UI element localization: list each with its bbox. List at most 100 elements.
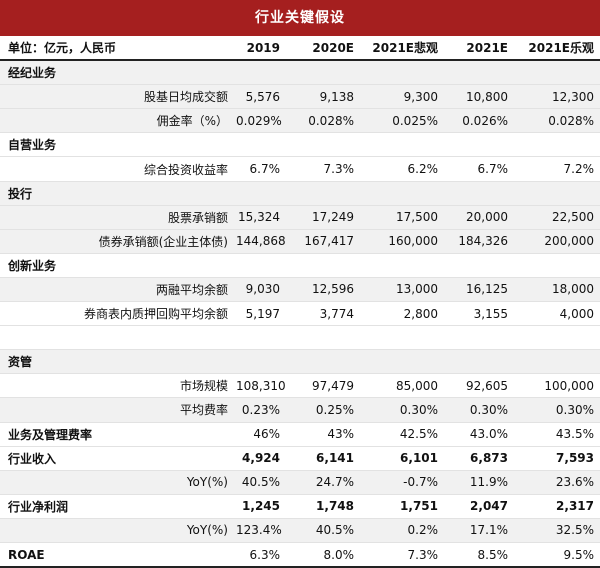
section-row: 经纪业务 [0, 60, 600, 86]
cell-value: 23.6% [514, 470, 600, 495]
cell-value: 5,576 [236, 84, 286, 110]
cell-value: 8.0% [286, 542, 360, 568]
cell-value [514, 181, 600, 206]
cell-value: 0.2% [360, 518, 444, 543]
header-row: 单位：亿元，人民币 2019 2020E 2021E悲观 2021E 2021E… [0, 36, 600, 62]
table-row: YoY(%) 123.4% 40.5% 0.2% 17.1% 32.5% [0, 518, 600, 543]
cell-value: 10,800 [444, 84, 514, 110]
cell-value: 6.7% [236, 156, 286, 182]
table-row: 平均费率 0.23% 0.25% 0.30% 0.30% 0.30% [0, 397, 600, 423]
table-row: 行业净利润 1,245 1,748 1,751 2,047 2,317 [0, 494, 600, 519]
cell-value: 1,748 [286, 494, 360, 519]
cell-value: 43.0% [444, 422, 514, 447]
table-row: 业务及管理费率 46% 43% 42.5% 43.0% 43.5% [0, 422, 600, 447]
cell-value: 12,300 [514, 84, 600, 110]
cell-value: 100,000 [514, 373, 600, 399]
section-row: 投行 [0, 181, 600, 206]
cell-value: 6.7% [444, 156, 514, 182]
cell-value [514, 132, 600, 158]
cell-value: 0.23% [236, 397, 286, 423]
cell-value: 9,138 [286, 84, 360, 110]
cell-value: 0.30% [444, 397, 514, 423]
cell-value: 6,873 [444, 446, 514, 471]
cell-value: 7,593 [514, 446, 600, 471]
table-row: 行业收入 4,924 6,141 6,101 6,873 7,593 [0, 446, 600, 471]
row-label: 投行 [0, 181, 236, 206]
cell-value [444, 325, 514, 351]
table-row: 债券承销额(企业主体债) 144,868 167,417 160,000 184,326… [0, 229, 600, 254]
cell-value: 2,047 [444, 494, 514, 519]
cell-value [444, 181, 514, 206]
row-label: 券商表内质押回购平均余额 [0, 301, 236, 327]
cell-value: 5,197 [236, 301, 286, 327]
cell-value [514, 325, 600, 351]
table-row [0, 325, 600, 351]
cell-value [444, 349, 514, 375]
cell-value: 17,249 [286, 205, 360, 230]
cell-value: 160,000 [360, 229, 444, 254]
cell-value: 13,000 [360, 277, 444, 303]
cell-value: 0.30% [360, 397, 444, 423]
cell-value [360, 60, 444, 86]
cell-value [286, 253, 360, 278]
cell-value: 40.5% [236, 470, 286, 495]
cell-value: 2,317 [514, 494, 600, 519]
row-label: 债券承销额(企业主体债) [0, 229, 236, 254]
cell-value: 17,500 [360, 205, 444, 230]
cell-value [444, 132, 514, 158]
cell-value [360, 132, 444, 158]
table-row: 股票承销额 15,324 17,249 17,500 20,000 22,500 [0, 205, 600, 230]
cell-value [360, 325, 444, 351]
header-2021e: 2021E [444, 36, 514, 62]
cell-value: 17.1% [444, 518, 514, 543]
section-row: 创新业务 [0, 253, 600, 278]
cell-value [360, 181, 444, 206]
row-label: 股票承销额 [0, 205, 236, 230]
cell-value: 6.3% [236, 542, 286, 568]
row-label: 创新业务 [0, 253, 236, 278]
table-title: 行业关键假设 [0, 0, 600, 36]
cell-value [514, 253, 600, 278]
table-row: 券商表内质押回购平均余额 5,197 3,774 2,800 3,155 4,000 [0, 301, 600, 327]
cell-value [514, 349, 600, 375]
cell-value: -0.7% [360, 470, 444, 495]
cell-value [444, 253, 514, 278]
cell-value [286, 181, 360, 206]
cell-value: 0.029% [236, 108, 286, 134]
cell-value: 18,000 [514, 277, 600, 303]
cell-value [286, 349, 360, 375]
cell-value [286, 132, 360, 158]
header-2020e: 2020E [286, 36, 360, 62]
row-label: 平均费率 [0, 397, 236, 423]
cell-value: 0.028% [286, 108, 360, 134]
cell-value: 97,479 [286, 373, 360, 399]
cell-value [444, 60, 514, 86]
cell-value: 12,596 [286, 277, 360, 303]
cell-value: 123.4% [236, 518, 286, 543]
cell-value: 2,800 [360, 301, 444, 327]
cell-value: 0.025% [360, 108, 444, 134]
cell-value: 200,000 [514, 229, 600, 254]
cell-value: 43% [286, 422, 360, 447]
assumptions-table: 单位：亿元，人民币 2019 2020E 2021E悲观 2021E 2021E… [0, 36, 600, 568]
cell-value: 32.5% [514, 518, 600, 543]
row-label: 资管 [0, 349, 236, 375]
table-row: ROAE 6.3% 8.0% 7.3% 8.5% 9.5% [0, 542, 600, 568]
cell-value [514, 60, 600, 86]
cell-value: 20,000 [444, 205, 514, 230]
cell-value: 6,141 [286, 446, 360, 471]
row-label: 股基日均成交额 [0, 84, 236, 110]
table-row: 市场规模 108,310 97,479 85,000 92,605 100,000 [0, 373, 600, 399]
cell-value: 6,101 [360, 446, 444, 471]
section-row: 自营业务 [0, 132, 600, 158]
cell-value: 92,605 [444, 373, 514, 399]
table-row: 股基日均成交额 5,576 9,138 9,300 10,800 12,300 [0, 84, 600, 110]
row-label: 佣金率（%） [0, 108, 236, 134]
cell-value [236, 349, 286, 375]
row-label: 行业净利润 [0, 494, 236, 519]
cell-value [360, 349, 444, 375]
cell-value: 46% [236, 422, 286, 447]
row-label: 业务及管理费率 [0, 422, 236, 447]
cell-value: 24.7% [286, 470, 360, 495]
table-row: 综合投资收益率 6.7% 7.3% 6.2% 6.7% 7.2% [0, 156, 600, 182]
